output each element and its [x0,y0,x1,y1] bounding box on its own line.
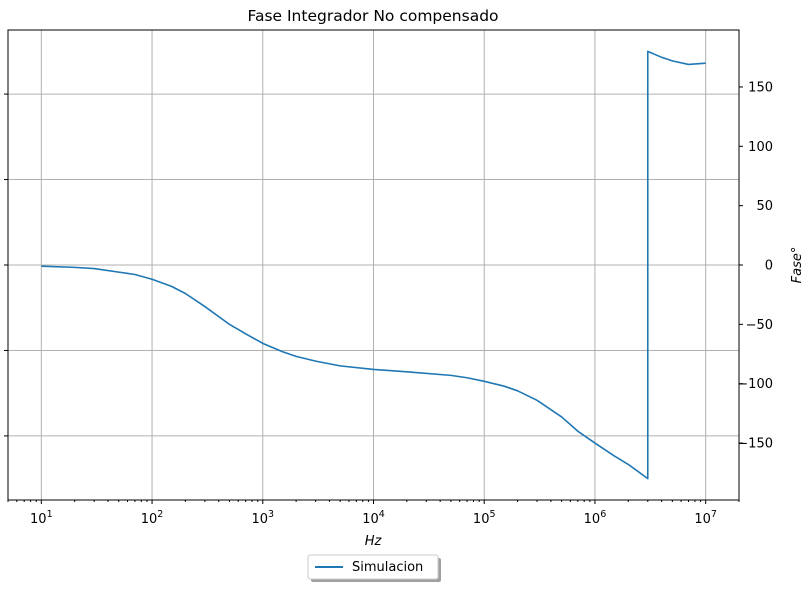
y-tick-label: 50 [756,199,773,214]
series-line [41,50,706,480]
x-axis-label: Hz [365,534,383,549]
x-tick-label: 106 [584,509,607,527]
series-layer [41,50,706,480]
x-axis: 101 102 103 104 105 106 107 [7,500,740,527]
chart-title: Fase Integrador No compensado [247,7,498,25]
y-tick-label: −150 [737,437,773,452]
y-tick-label: −50 [746,318,773,333]
legend-label: Simulacion [352,560,423,575]
y-tick-label: −100 [737,377,773,392]
grid [8,30,739,500]
y-tick-label: 100 [748,140,773,155]
x-tick-label: 103 [251,509,274,527]
y-tick-label: 0 [765,259,773,274]
legend-box [307,554,439,580]
x-tick-label: 105 [473,509,496,527]
x-tick-label: 104 [362,509,385,527]
y-axis-right: 150 100 50 0 −50 −100 −150 [737,80,773,451]
x-tick-label: 101 [30,509,53,527]
y-axis-left [4,93,8,437]
y-axis-label: Fase° [790,247,805,284]
x-tick-label: 107 [694,509,717,527]
y-tick-label: 150 [748,80,773,95]
x-tick-label: 102 [141,509,164,527]
legend: Simulacion [307,554,441,582]
